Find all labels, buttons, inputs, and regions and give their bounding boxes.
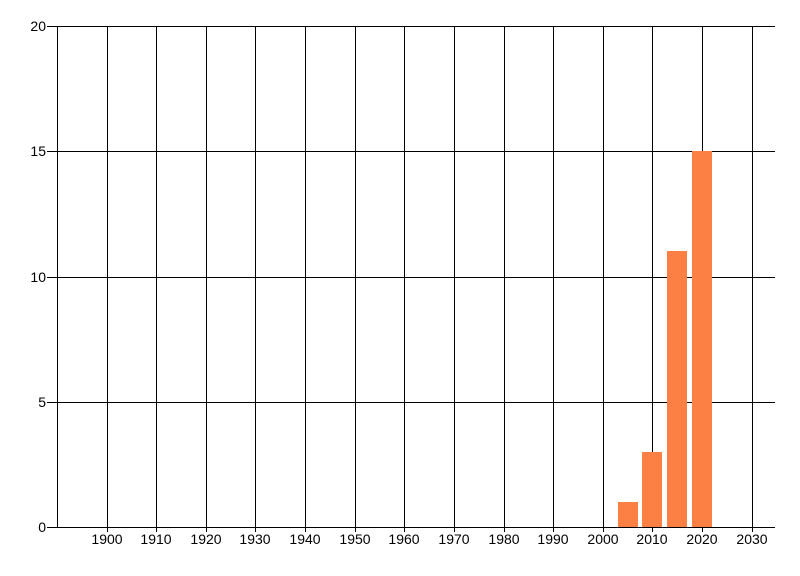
y-tick-label: 0 [38, 519, 46, 535]
bar [618, 502, 638, 527]
x-gridline [206, 26, 207, 532]
y-gridline [47, 527, 775, 528]
x-gridline [107, 26, 108, 532]
y-tick-label: 10 [30, 269, 46, 285]
x-gridline [553, 26, 554, 532]
x-gridline [255, 26, 256, 532]
x-gridline [652, 26, 653, 532]
x-tick-label: 1970 [438, 531, 470, 547]
y-gridline [47, 402, 775, 403]
y-gridline [47, 26, 775, 27]
x-gridline [305, 26, 306, 532]
x-tick-label: 2000 [587, 531, 619, 547]
x-tick-label: 1920 [190, 531, 222, 547]
y-tick-label: 15 [30, 143, 46, 159]
x-tick-label: 1990 [537, 531, 569, 547]
bar [667, 251, 687, 527]
x-tick-label: 1960 [388, 531, 420, 547]
x-gridline [355, 26, 356, 532]
bar [642, 452, 662, 527]
x-tick-label: 2030 [736, 531, 768, 547]
x-tick-label: 2020 [686, 531, 718, 547]
x-tick-label: 1910 [140, 531, 172, 547]
y-gridline [47, 151, 775, 152]
x-gridline [603, 26, 604, 532]
x-gridline [454, 26, 455, 532]
bar [692, 151, 712, 527]
x-tick-label: 2010 [636, 531, 668, 547]
x-tick-label: 1950 [339, 531, 371, 547]
x-tick-label: 1930 [239, 531, 271, 547]
x-gridline [404, 26, 405, 532]
x-tick-label: 1940 [289, 531, 321, 547]
x-gridline [752, 26, 753, 532]
x-tick-label: 1980 [488, 531, 520, 547]
x-tick-label: 1900 [91, 531, 123, 547]
y-gridline [47, 277, 775, 278]
x-gridline [156, 26, 157, 532]
y-tick-label: 5 [38, 394, 46, 410]
y-tick-label: 20 [30, 18, 46, 34]
x-gridline [504, 26, 505, 532]
